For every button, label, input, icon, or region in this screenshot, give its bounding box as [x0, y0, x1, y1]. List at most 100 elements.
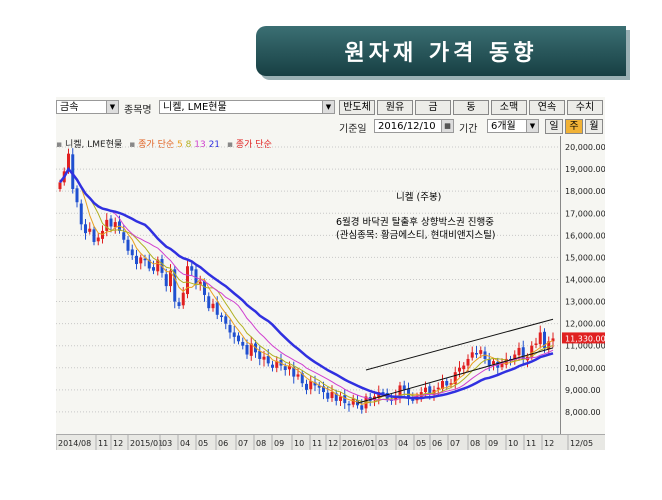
- candle-body: [339, 396, 342, 401]
- candle-body: [292, 366, 296, 377]
- candle-body: [169, 270, 172, 287]
- trend-line-upper-channel: [365, 318, 554, 371]
- moving-average-line: [59, 168, 554, 401]
- legend-marker: ▪: [56, 140, 63, 150]
- candle-body: [152, 267, 155, 271]
- chevron-down-icon[interactable]: ▼: [106, 101, 118, 113]
- candle-body: [241, 341, 245, 346]
- y-tick-label: 20,000.00: [565, 143, 605, 152]
- candle-body: [245, 345, 249, 355]
- date-label: 기준일: [339, 124, 367, 135]
- legend-marker: ▪: [226, 140, 233, 150]
- annotation-title: 니켈 (주봉): [396, 192, 442, 203]
- candle-body: [407, 388, 410, 399]
- btn-semiconductor[interactable]: 반도체: [339, 100, 375, 115]
- candle-body: [424, 387, 427, 393]
- candle-body: [470, 352, 474, 358]
- candle-body: [283, 366, 287, 370]
- y-tick-label: 8,000.00: [565, 408, 601, 417]
- x-tick-label: 2015/01: [130, 439, 163, 448]
- date-field[interactable]: 2016/12/10 ▦: [374, 119, 454, 133]
- candle-body: [105, 219, 109, 231]
- market-select[interactable]: 금속 ▼: [56, 100, 119, 114]
- candle-body: [330, 392, 334, 399]
- candle-body: [462, 365, 466, 370]
- candle-body: [58, 182, 62, 189]
- item-value: 니켈, LME현물: [163, 102, 227, 113]
- y-tick-label: 12,000.00: [565, 320, 605, 329]
- x-tick-label: 10: [294, 439, 304, 448]
- candle-body: [313, 382, 317, 386]
- x-tick-label: 11: [98, 439, 108, 448]
- y-tick-label: 19,000.00: [565, 165, 605, 174]
- x-tick-label: 05: [198, 439, 208, 448]
- y-tick-label: 16,000.00: [565, 231, 605, 240]
- item-select[interactable]: 니켈, LME현물 ▼: [159, 100, 335, 114]
- candle-body: [92, 229, 96, 242]
- period-select[interactable]: 6개월 ▼: [487, 119, 539, 133]
- candle-body: [326, 392, 330, 399]
- candle-body: [156, 259, 160, 272]
- btn-gold[interactable]: 금: [415, 100, 451, 115]
- candle-body: [309, 381, 313, 390]
- y-tick-label: 10,000.00: [565, 364, 605, 373]
- candle-body: [538, 332, 542, 345]
- x-tick-label: 05: [416, 439, 426, 448]
- x-tick-label: 07: [450, 439, 460, 448]
- candle-body: [347, 403, 351, 406]
- btn-crude-oil[interactable]: 원유: [377, 100, 413, 115]
- price-chart[interactable]: [56, 136, 561, 434]
- btn-continuous[interactable]: 연속: [529, 100, 565, 115]
- candle-body: [220, 315, 223, 318]
- candle-body: [88, 228, 92, 232]
- btn-values[interactable]: 수치: [567, 100, 603, 115]
- candle-body: [84, 224, 87, 234]
- candle-body: [126, 239, 130, 251]
- annotation-line1: 6월경 바닥권 탈출후 상향박스권 진행중: [336, 217, 494, 228]
- candle-body: [249, 343, 253, 356]
- candle-body: [394, 396, 398, 401]
- candle-body: [449, 383, 453, 385]
- moving-average-line: [59, 166, 554, 400]
- candle-body: [551, 338, 555, 342]
- candle-body: [67, 153, 70, 170]
- candle-body: [75, 188, 79, 203]
- x-tick-label: 10: [508, 439, 518, 448]
- candle-body: [113, 222, 117, 228]
- x-tick-label: 2014/08: [58, 439, 91, 448]
- x-tick-label: 08: [256, 439, 266, 448]
- candle-body: [436, 387, 440, 390]
- period-value: 6개월: [491, 121, 516, 132]
- calendar-icon[interactable]: ▦: [441, 120, 453, 132]
- btn-interval-daily[interactable]: 일: [545, 119, 563, 134]
- chevron-down-icon[interactable]: ▼: [322, 101, 334, 113]
- candle-body: [530, 345, 534, 357]
- x-tick-label: 11: [526, 439, 536, 448]
- btn-wheat[interactable]: 소맥: [491, 100, 527, 115]
- candle-body: [135, 255, 138, 265]
- candle-body: [198, 281, 202, 285]
- x-tick-label: 2016/01: [342, 439, 375, 448]
- annotation-line2: (관심종목: 황금에스티, 현대비앤지스틸): [336, 230, 496, 241]
- candle-body: [521, 347, 525, 359]
- candle-body: [296, 374, 300, 377]
- btn-interval-weekly[interactable]: 주: [565, 119, 583, 134]
- candle-body: [377, 392, 381, 398]
- candle-body: [71, 154, 75, 189]
- candle-body: [147, 259, 151, 269]
- candle-body: [164, 274, 168, 287]
- candle-body: [334, 393, 338, 401]
- y-tick-label: 17,000.00: [565, 209, 605, 218]
- chevron-down-icon[interactable]: ▼: [526, 120, 538, 132]
- candle-body: [288, 365, 291, 370]
- candle-body: [487, 358, 491, 366]
- candle-body: [402, 385, 406, 390]
- candle-body: [271, 364, 274, 368]
- btn-copper[interactable]: 동: [453, 100, 489, 115]
- candle-body: [475, 352, 478, 355]
- candle-body: [445, 381, 449, 386]
- candle-body: [266, 356, 270, 364]
- btn-interval-monthly[interactable]: 월: [585, 119, 603, 134]
- y-tick-label: 9,000.00: [565, 386, 601, 395]
